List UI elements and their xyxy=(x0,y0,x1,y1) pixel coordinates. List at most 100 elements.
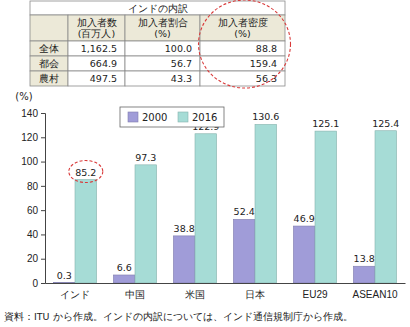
data-label: 130.6 xyxy=(252,111,279,122)
bar xyxy=(293,226,315,283)
y-tick: 140 xyxy=(21,108,45,119)
table-header: 加入者密度(%) xyxy=(218,17,268,39)
y-tick-mark xyxy=(41,186,45,187)
bar xyxy=(315,131,337,283)
x-tick: インド xyxy=(60,283,90,300)
bar xyxy=(135,165,157,283)
table-cell xyxy=(200,56,285,71)
x-tick: 米国 xyxy=(185,283,205,300)
table-header-cell xyxy=(68,15,125,41)
highlight-ellipse xyxy=(199,0,291,88)
legend-box xyxy=(120,107,224,127)
chart-root: インドの内訳加入者数(百万人) 加入者割合(%) 加入者密度(%) 全体 1,162.5… xyxy=(0,0,410,327)
table-value: 56.7 xyxy=(171,58,192,69)
bar xyxy=(255,124,277,283)
table-cell xyxy=(30,71,68,86)
y-tick: 20 xyxy=(27,253,45,264)
inset-table: インドの内訳加入者数(百万人) 加入者割合(%) 加入者密度(%) 全体 1,162.5… xyxy=(30,1,285,86)
legend-swatch xyxy=(178,112,188,122)
data-label: 85.2 xyxy=(75,167,96,178)
bar xyxy=(173,236,195,283)
y-tick: 0 xyxy=(32,278,45,289)
legend-label: 2000 xyxy=(142,112,167,123)
table-header-cell xyxy=(30,15,68,41)
bar xyxy=(375,131,397,283)
table-cell xyxy=(30,56,68,71)
y-tick-mark xyxy=(41,113,45,114)
y-axis: 0 20 40 60 80 100 120 140 xyxy=(21,108,45,289)
table-title-cell xyxy=(30,1,285,15)
x-tick-label: 米国 xyxy=(185,289,205,300)
y-axis-line xyxy=(41,114,46,284)
x-tick: EU29 xyxy=(302,283,327,300)
table-cell xyxy=(68,41,125,56)
table-row-label: 都会 xyxy=(39,58,59,69)
x-tick: 日本 xyxy=(245,283,265,300)
y-tick: 40 xyxy=(27,229,45,240)
bar xyxy=(53,282,75,283)
y-tick-mark xyxy=(41,283,45,284)
y-tick-mark xyxy=(41,210,45,211)
legend: 2000 2016 xyxy=(120,107,224,127)
table-cell xyxy=(68,56,125,71)
y-tick-label: 0 xyxy=(32,278,38,289)
table-row-label: 農村 xyxy=(39,73,59,84)
legend-swatch xyxy=(128,112,138,122)
table-value: 43.3 xyxy=(171,73,192,84)
data-label: 6.6 xyxy=(117,262,132,273)
table-header: 加入者数(百万人) xyxy=(77,17,117,39)
table-value: 664.9 xyxy=(90,58,117,69)
table-cell xyxy=(200,41,285,56)
bars xyxy=(53,124,396,283)
table-header: 加入者割合(%) xyxy=(138,17,188,39)
table-value: 88.8 xyxy=(256,43,277,54)
table-header-cell xyxy=(125,15,200,41)
table-value: 159.4 xyxy=(250,58,277,69)
source-note: 資料：ITU から作成。インドの内訳については、インド通信規制庁から作成。 xyxy=(4,311,353,322)
y-tick-label: 80 xyxy=(27,181,39,192)
highlight-ellipse xyxy=(69,161,103,183)
x-tick-label: 日本 xyxy=(245,289,265,300)
table-cell xyxy=(125,71,200,86)
x-tick-label: EU29 xyxy=(302,289,327,300)
data-labels: 0.36.638.852.446.913.885.297.3122.9130.6… xyxy=(57,111,400,280)
data-label: 125.4 xyxy=(372,118,399,129)
y-tick: 100 xyxy=(21,156,45,167)
data-label: 13.8 xyxy=(354,253,375,264)
bar xyxy=(113,275,135,283)
x-axis-line xyxy=(46,283,406,284)
y-tick-label: 20 xyxy=(27,253,39,264)
y-tick-label: 120 xyxy=(21,132,38,143)
x-tick-label: インド xyxy=(60,289,90,300)
table-cell xyxy=(125,41,200,56)
table-cell xyxy=(68,71,125,86)
x-tick: 中国 xyxy=(125,283,145,300)
y-tick-label: 140 xyxy=(21,108,38,119)
table-title: インドの内訳 xyxy=(128,3,188,14)
bar xyxy=(75,180,97,283)
y-tick-mark xyxy=(41,137,45,138)
data-label: 0.3 xyxy=(57,270,72,281)
y-tick-label: 100 xyxy=(21,156,38,167)
x-tick-label: 中国 xyxy=(125,289,145,300)
x-tick: ASEAN10 xyxy=(352,283,397,300)
x-axis: インド 中国 米国 日本 EU29 ASEAN10 xyxy=(46,283,406,300)
table-row-label: 全体 xyxy=(39,43,59,54)
data-label: 52.4 xyxy=(234,206,255,217)
y-tick-label: 40 xyxy=(27,229,39,240)
y-tick-mark xyxy=(41,234,45,235)
y-tick: 120 xyxy=(21,132,45,143)
y-tick-mark xyxy=(41,259,45,260)
legend-label: 2016 xyxy=(192,112,217,123)
table-value: 497.5 xyxy=(90,73,117,84)
bar xyxy=(233,219,255,283)
table-value: 100.0 xyxy=(165,43,192,54)
table-cell xyxy=(125,56,200,71)
bar xyxy=(353,266,375,283)
y-tick: 60 xyxy=(27,205,45,216)
table-value: 1,162.5 xyxy=(81,43,117,54)
data-label: 125.1 xyxy=(312,118,339,129)
data-label: 97.3 xyxy=(135,152,156,163)
table-header-cell xyxy=(200,15,285,41)
y-tick-label: 60 xyxy=(27,205,39,216)
